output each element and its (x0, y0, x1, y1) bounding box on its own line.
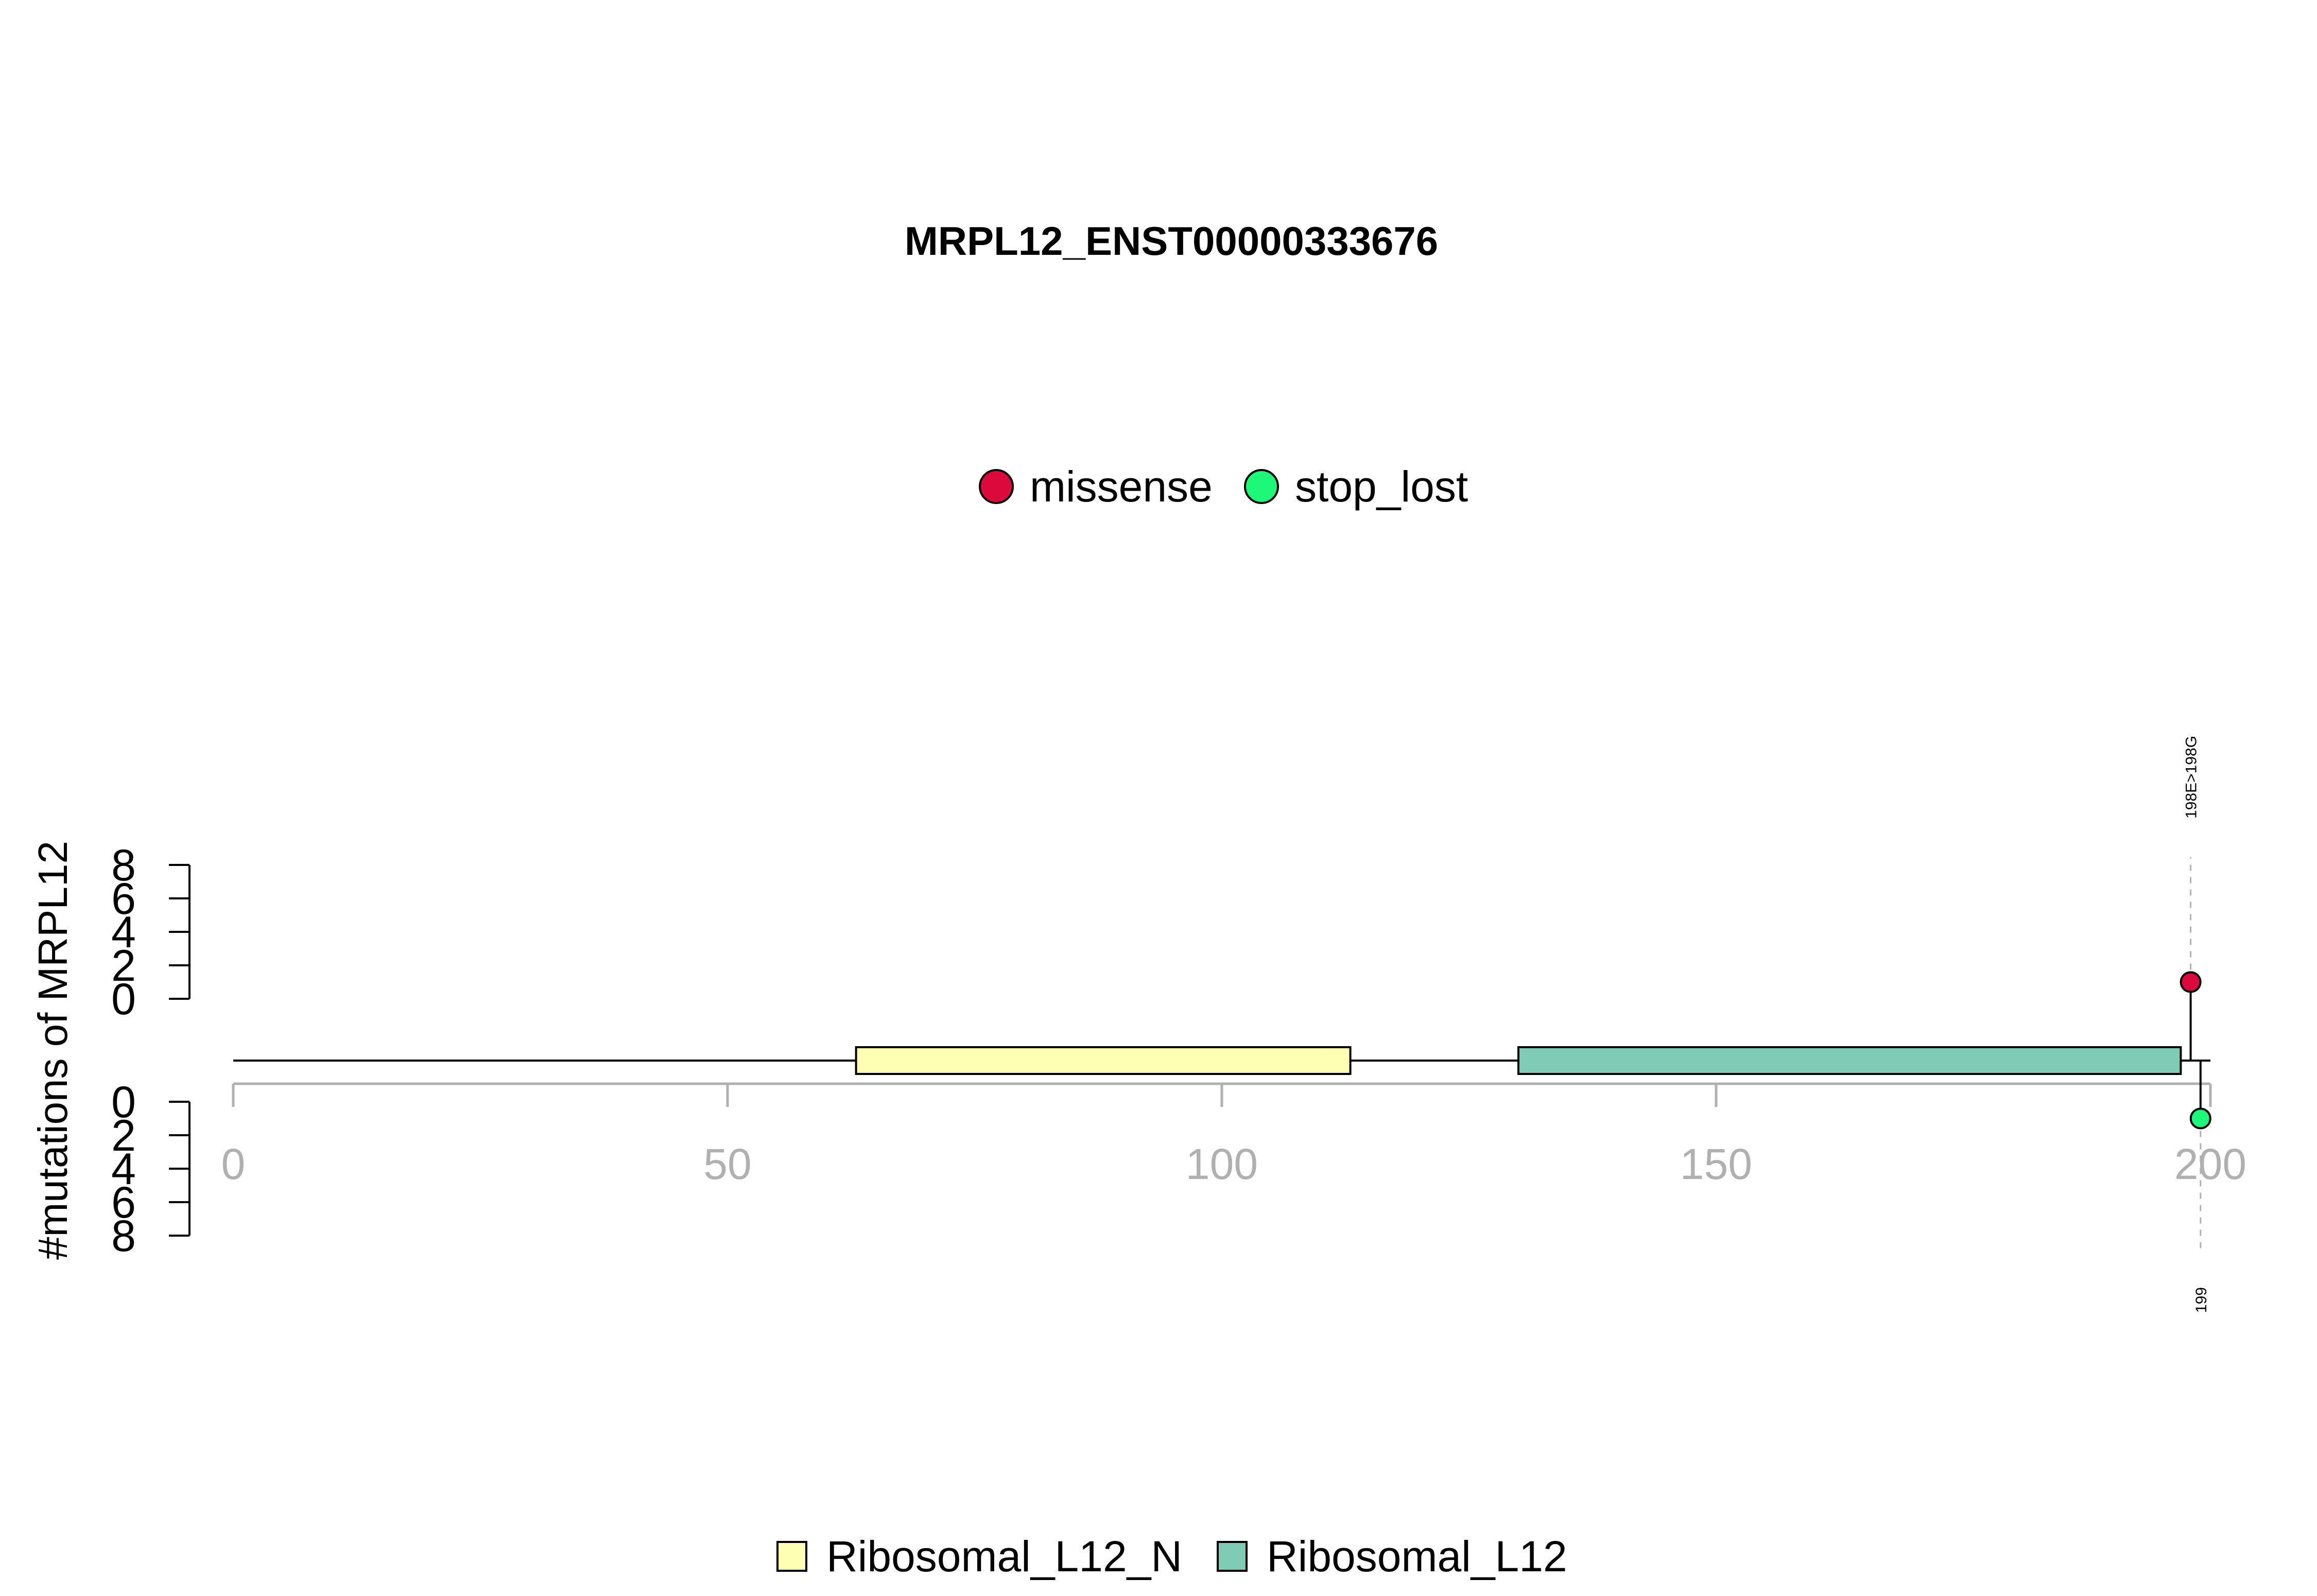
y-bottom-tick-label: 8 (111, 1211, 136, 1261)
y-bottom-tick-label: 0 (111, 1078, 136, 1127)
domain-ribosomal-l12-n (855, 1046, 1352, 1075)
x-axis: 0 50 100 150 200 (221, 1082, 2246, 1188)
x-tick-label: 100 (1186, 1140, 1258, 1188)
x-tick-label: 50 (703, 1140, 751, 1188)
y-top-tick-label: 0 (111, 975, 136, 1024)
mutation-label: 198E>198G (2183, 736, 2200, 819)
domain-ribosomal-l12 (1517, 1046, 2182, 1075)
domain-legend: Ribosomal_L12_N Ribosomal_L12 (776, 1532, 1567, 1581)
y-top-tick-label: 8 (111, 841, 136, 890)
legend-label-ribosomal-l12-n: Ribosomal_L12_N (826, 1532, 1182, 1581)
y-axis-label: #mutations of MRPL12 (30, 841, 76, 1260)
mutation-label: 199 (2193, 1287, 2210, 1313)
lollipop-head (2189, 1107, 2211, 1130)
y-top-tick-label: 4 (111, 908, 136, 957)
x-tick-label: 150 (1680, 1140, 1752, 1188)
legend-label-ribosomal-l12: Ribosomal_L12 (1267, 1532, 1567, 1581)
y-bottom-tick-label: 2 (111, 1111, 136, 1160)
legend-label-stop-lost: stop_lost (1295, 462, 1468, 511)
y-bottom-tick-label: 6 (111, 1178, 136, 1227)
mutation-stop_lost: 199 (2189, 1061, 2211, 1313)
y-bottom-tick-label: 4 (111, 1144, 136, 1194)
chart-title: MRPL12_ENST00000333676 (905, 218, 1438, 264)
y-top-tick-label: 6 (111, 874, 136, 924)
mutation-missense: 198E>198G (2180, 736, 2202, 1061)
x-tick-label: 200 (2174, 1140, 2246, 1188)
protein-domains (855, 1046, 2182, 1075)
y-top-tick-label: 2 (111, 941, 136, 991)
legend-marker-stop-lost (1244, 469, 1279, 504)
mutation-lollipops: 198E>198G 199 (2180, 736, 2211, 1313)
legend-label-missense: missense (1030, 462, 1213, 511)
x-tick-label: 0 (221, 1140, 246, 1188)
lollipop-head (2180, 971, 2202, 993)
mutation-type-legend: missense stop_lost (979, 462, 1468, 511)
legend-marker-missense (979, 469, 1014, 504)
legend-swatch-ribosomal-l12 (1217, 1541, 1248, 1572)
legend-swatch-ribosomal-l12-n (776, 1541, 807, 1572)
